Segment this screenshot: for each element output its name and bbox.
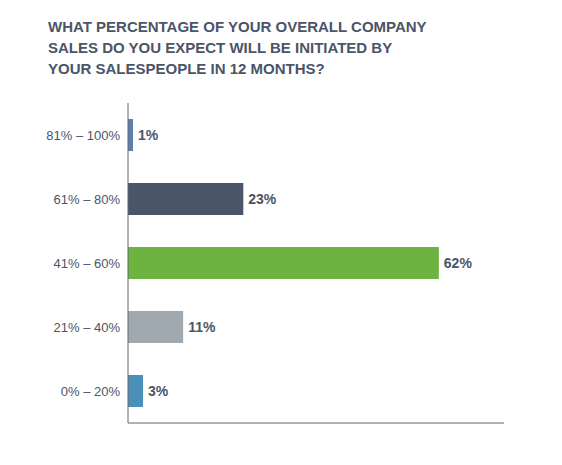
svg-text:61% – 80%: 61% – 80%: [54, 192, 121, 207]
svg-text:81% – 100%: 81% – 100%: [46, 128, 120, 143]
svg-text:21% – 40%: 21% – 40%: [54, 320, 121, 335]
svg-text:11%: 11%: [188, 319, 216, 335]
svg-text:41% – 60%: 41% – 60%: [54, 256, 121, 271]
svg-text:62%: 62%: [444, 255, 473, 271]
html-text:YOUR SALESPEOPLE IN 12 MONTHS?: YOUR SALESPEOPLE IN 12 MONTHS?: [48, 60, 325, 77]
html-text:WHAT PERCENTAGE OF YOUR OVERAL: WHAT PERCENTAGE OF YOUR OVERALL COMPANY: [48, 18, 427, 35]
svg-text:23%: 23%: [248, 191, 277, 207]
html-text:SALES DO YOU EXPECT WILL BE IN: SALES DO YOU EXPECT WILL BE INITIATED BY: [48, 39, 393, 56]
svg-text:1%: 1%: [138, 127, 159, 143]
svg-text:3%: 3%: [148, 383, 169, 399]
svg-text:0% – 20%: 0% – 20%: [61, 384, 121, 399]
